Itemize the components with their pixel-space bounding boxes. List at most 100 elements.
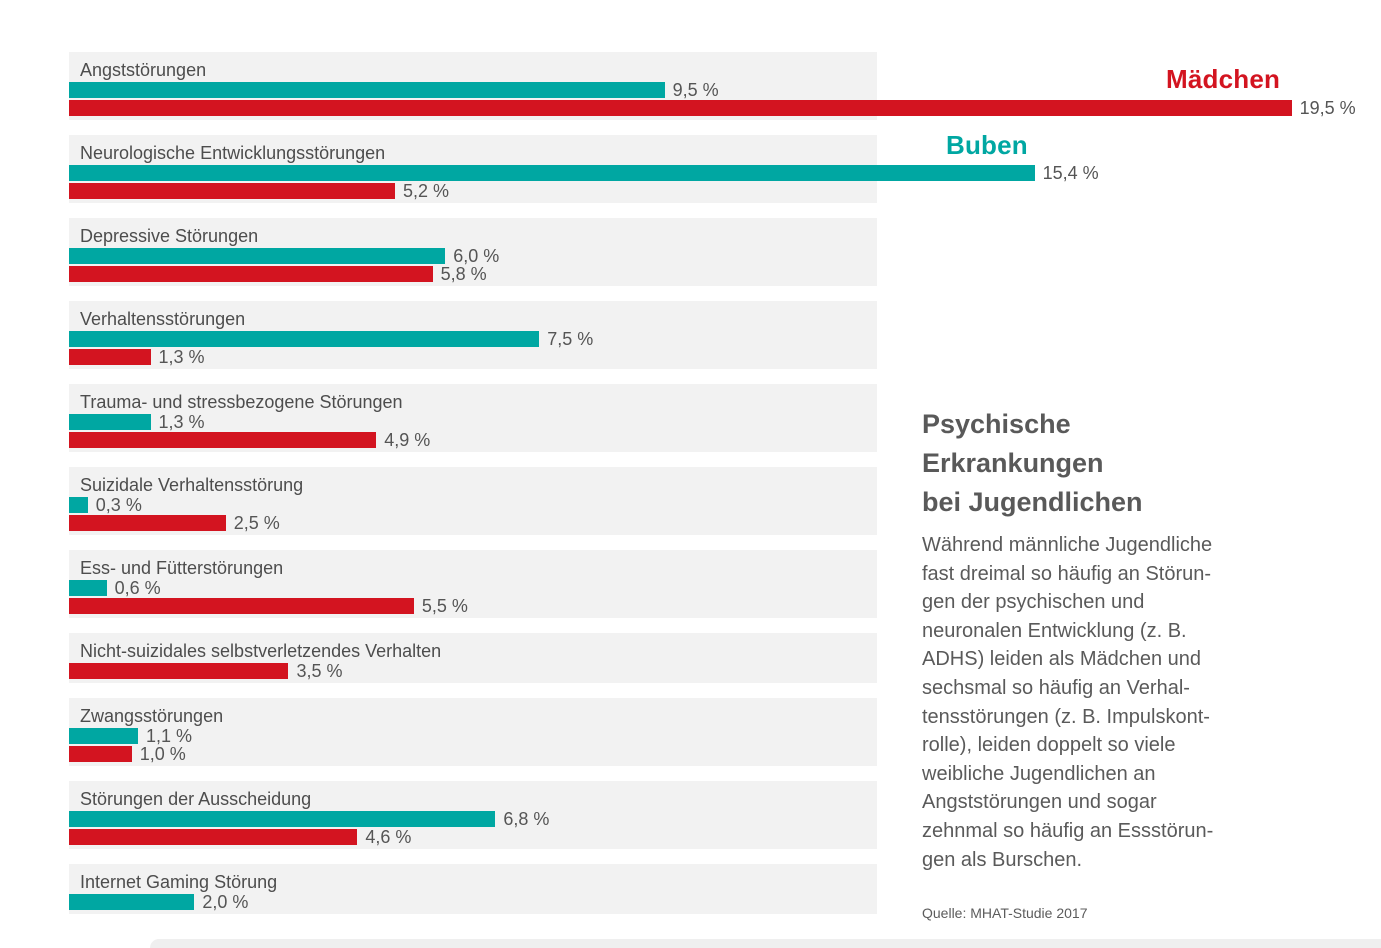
category-label: Depressive Störungen	[80, 226, 259, 246]
value-label-buben: 2,0 %	[202, 891, 249, 912]
bar-buben	[69, 728, 138, 744]
category-label: Nicht-suizidales selbstverletzendes Verh…	[80, 641, 442, 661]
bar-buben	[69, 165, 1035, 181]
bar-buben	[69, 248, 446, 264]
value-label-buben: 6,8 %	[503, 808, 550, 829]
category-label: Ess- und Fütterstörungen	[80, 558, 284, 578]
barline: 2,0 %	[69, 891, 877, 912]
barline: 9,5 %	[69, 79, 877, 100]
category-label: Neurologische Entwicklungsstörungen	[80, 143, 386, 163]
category-row: Suizidale Verhaltensstörung 0,3 % 2,5 %	[69, 467, 877, 535]
bar-maedchen	[69, 349, 151, 365]
legend-maedchen: Mädchen	[1166, 64, 1281, 94]
text-panel: Psychische Erkrankungen bei Jugendlichen…	[922, 405, 1272, 921]
bar-maedchen	[69, 183, 396, 199]
source-note: Quelle: MHAT-Studie 2017	[922, 905, 1088, 922]
category-label: Störungen der Ausscheidung	[80, 789, 312, 809]
bar-maedchen	[69, 663, 289, 679]
bar-maedchen	[69, 598, 414, 614]
barline: 0,6 %	[69, 577, 877, 598]
barline: 6,0 %	[69, 245, 877, 266]
value-label-buben: 9,5 %	[672, 79, 719, 100]
bar-group: 1,1 % 1,0 %	[69, 725, 877, 764]
bar-group: 15,4 % 5,2 %	[69, 163, 1099, 201]
value-label-buben: 1,3 %	[158, 411, 205, 432]
category-label: Internet Gaming Störung	[80, 872, 278, 892]
barline: 19,5 %	[69, 98, 1356, 118]
value-label-maedchen: 5,5 %	[421, 595, 468, 616]
value-label-buben: 0,3 %	[95, 494, 142, 515]
value-label-maedchen: 19,5 %	[1299, 97, 1356, 118]
bar-maedchen	[69, 829, 358, 845]
category-label: Suizidale Verhaltensstörung	[80, 475, 304, 495]
category-row: Trauma- und stressbezogene Störungen 1,3…	[69, 384, 877, 452]
category-row: Zwangsstörungen 1,1 % 1,0 %	[69, 698, 877, 766]
bar-group: 3,5 %	[69, 660, 877, 681]
bar-buben	[69, 811, 496, 827]
barline: 7,5 %	[69, 328, 877, 349]
value-label-maedchen: 2,5 %	[233, 512, 280, 533]
barline: 1,1 %	[69, 725, 877, 746]
category-row: Angststörungen 9,5 % 19,5 %	[69, 52, 1356, 120]
bar-maedchen	[69, 746, 132, 762]
bar-maedchen	[69, 100, 1292, 116]
barline: 1,3 %	[69, 346, 877, 367]
category-row: Ess- und Fütterstörungen 0,6 % 5,5 %	[69, 550, 877, 618]
value-label-maedchen: 1,3 %	[158, 346, 205, 367]
bar-group: 2,0 %	[69, 891, 877, 912]
bar-buben	[69, 497, 88, 513]
value-label-buben: 1,1 %	[145, 725, 192, 746]
chart-description: Während männliche Jugendliche fast dreim…	[922, 534, 1214, 871]
value-label-maedchen: 5,8 %	[440, 263, 487, 284]
next-card-edge	[150, 939, 1381, 948]
value-label-buben: 15,4 %	[1042, 162, 1099, 183]
category-label: Zwangsstörungen	[80, 706, 224, 726]
barline: 1,0 %	[69, 743, 877, 764]
barline: 0,3 %	[69, 494, 877, 515]
barline: 4,9 %	[69, 429, 877, 450]
barline: 5,2 %	[69, 180, 877, 201]
bar-maedchen	[69, 432, 377, 448]
category-row: Nicht-suizidales selbstverletzendes Verh…	[69, 633, 877, 683]
barline: 4,6 %	[69, 826, 877, 847]
bar-group: 1,3 % 4,9 %	[69, 411, 877, 450]
barline: 2,5 %	[69, 512, 877, 533]
barline: 5,5 %	[69, 595, 877, 616]
value-label-buben: 7,5 %	[547, 328, 594, 349]
value-label-buben: 0,6 %	[114, 577, 161, 598]
chart-title: Psychische Erkrankungen bei Jugendlichen	[922, 409, 1143, 517]
category-label: Angststörungen	[80, 60, 207, 80]
bar-buben	[69, 580, 107, 596]
bar-maedchen	[69, 266, 433, 282]
category-row: Depressive Störungen 6,0 % 5,8 %	[69, 218, 877, 286]
legend-buben: Buben	[946, 130, 1028, 160]
category-row: Neurologische Entwicklungsstörungen 15,4…	[69, 135, 1099, 203]
bar-buben	[69, 894, 195, 910]
bar-group: 0,6 % 5,5 %	[69, 577, 877, 616]
bar-group: 7,5 % 1,3 %	[69, 328, 877, 367]
bar-group: 9,5 % 19,5 %	[69, 79, 1356, 118]
value-label-buben: 6,0 %	[453, 245, 500, 266]
barline: 5,8 %	[69, 263, 877, 284]
barline: 15,4 %	[69, 163, 1099, 183]
category-label: Trauma- und stressbezogene Störungen	[80, 392, 403, 412]
value-label-maedchen: 3,5 %	[296, 660, 343, 681]
bar-group: 0,3 % 2,5 %	[69, 494, 877, 533]
value-label-maedchen: 4,6 %	[365, 826, 412, 847]
bar-chart: Angststörungen 9,5 % 19,5 % Neurologische…	[69, 52, 1356, 914]
bar-buben	[69, 331, 540, 347]
bar-buben	[69, 82, 665, 98]
bar-maedchen	[69, 515, 226, 531]
bar-group: 6,8 % 4,6 %	[69, 808, 877, 847]
value-label-maedchen: 4,9 %	[384, 429, 431, 450]
barline: 6,8 %	[69, 808, 877, 829]
bar-group: 6,0 % 5,8 %	[69, 245, 877, 284]
category-row: Störungen der Ausscheidung 6,8 % 4,6 %	[69, 781, 877, 849]
barline: 3,5 %	[69, 660, 877, 681]
value-label-maedchen: 1,0 %	[139, 743, 186, 764]
category-row: Internet Gaming Störung 2,0 %	[69, 864, 877, 914]
category-row: Verhaltensstörungen 7,5 % 1,3 %	[69, 301, 877, 369]
value-label-maedchen: 5,2 %	[403, 180, 450, 201]
bar-buben	[69, 414, 151, 430]
